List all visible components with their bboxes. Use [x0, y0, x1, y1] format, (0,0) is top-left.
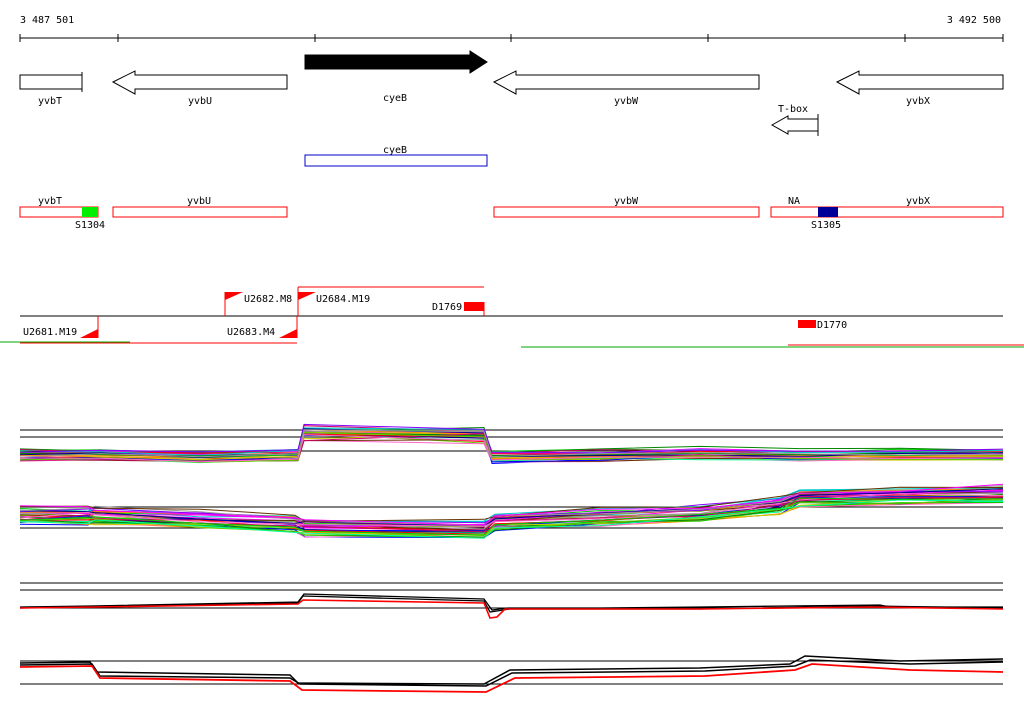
red-feature-NA-yvbX-box[interactable]	[770, 206, 1004, 218]
gene-yvbT-label: yvbT	[38, 96, 62, 107]
panel-3-red-line	[19, 599, 1004, 619]
gene-cyeB-label: cyeB	[383, 93, 407, 104]
site-s1304-label: S1304	[75, 220, 105, 231]
u2681-flag[interactable]	[80, 329, 98, 338]
gene-cyeB-arrow[interactable]	[304, 50, 488, 74]
gene-yvbU-label: yvbU	[188, 96, 212, 107]
u2682-label: U2682.M8	[244, 294, 292, 305]
expression-panel-3	[19, 582, 1004, 619]
panel-2-profile-line-27	[19, 499, 1004, 536]
panel-2-profile-line-30	[19, 486, 1004, 522]
gene-track: yvbT yvbU cyeB yvbW yvbX T-box	[19, 50, 1004, 136]
panel-1-profile-line-28	[19, 429, 1004, 458]
u2681-label: U2681.M19	[23, 327, 77, 338]
red-feature-NA-label: NA	[788, 196, 800, 207]
panel-2-profile-line-31	[19, 499, 1004, 539]
red-feature-yvbT-label: yvbT	[38, 196, 62, 207]
gene-yvbT-arrow[interactable]	[19, 72, 83, 92]
red-feature-yvbU-label: yvbU	[187, 196, 211, 207]
panel-2-profile-line-2	[19, 500, 1004, 539]
red-feature-track: yvbT S1304 yvbU yvbW NA yvbX S1305	[19, 196, 1004, 231]
gene-yvbU-arrow[interactable]	[111, 70, 288, 95]
site-s1305-marker[interactable]	[818, 207, 838, 217]
panel-1-profile-line-4	[19, 427, 1004, 455]
d1770-label: D1770	[817, 320, 847, 331]
red-feature-yvbX-label: yvbX	[906, 196, 930, 207]
tbox-label: T-box	[778, 104, 808, 115]
u2683-flag[interactable]	[279, 329, 297, 338]
expression-panel-2	[19, 483, 1004, 539]
panel-4-black-line-b	[19, 659, 1004, 687]
ruler-start-label: 3 487 501	[20, 15, 74, 26]
gene-yvbX-label: yvbX	[906, 96, 930, 107]
panel-2-profile-line-29	[19, 493, 1004, 527]
d1769-label: D1769	[432, 302, 462, 313]
blue-feature-track: cyeB	[304, 145, 488, 167]
u2684-flag[interactable]	[298, 292, 316, 300]
gene-yvbW-label: yvbW	[614, 96, 639, 107]
transcript-track: U2682.M8 U2684.M19 D1769 U2681.M19 U2683…	[0, 286, 1024, 348]
panel-2-profile-line-26	[19, 496, 1004, 533]
gene-yvbW-arrow[interactable]	[492, 70, 760, 95]
blue-feature-box[interactable]	[304, 154, 488, 167]
coordinate-ruler: 3 487 501 3 492 500	[19, 15, 1004, 42]
panel-1-profile-line-23	[19, 423, 1004, 454]
blue-feature-label: cyeB	[383, 145, 407, 156]
panel-2-profile-line-33	[19, 497, 1004, 536]
panel-1-profile-line-29	[19, 434, 1004, 463]
gene-yvbX-arrow[interactable]	[835, 70, 1004, 95]
d1770-block[interactable]	[798, 320, 816, 328]
panel-2-profile-line-32	[19, 483, 1004, 526]
site-s1305-label: S1305	[811, 220, 841, 231]
panel-2-profile-line-25	[19, 488, 1004, 527]
u2684-label: U2684.M19	[316, 294, 370, 305]
u2683-label: U2683.M4	[227, 327, 275, 338]
panel-1-profile-line-1	[19, 428, 1004, 455]
red-feature-yvbU-box[interactable]	[112, 206, 288, 218]
site-s1304-marker[interactable]	[82, 207, 98, 217]
ruler-end-label: 3 492 500	[947, 15, 1001, 26]
expression-panel-1	[19, 423, 1004, 465]
panel-4-red-line	[19, 663, 1004, 693]
panel-2-profile-lines	[19, 483, 1004, 539]
expression-panel-4	[19, 655, 1004, 693]
panel-1-profile-line-8	[19, 426, 1004, 455]
panel-3-black-line-a	[19, 593, 1003, 611]
red-feature-yvbW-box[interactable]	[493, 206, 760, 218]
d1769-block[interactable]	[464, 302, 484, 311]
ruler-ticks	[19, 34, 1004, 42]
red-feature-yvbW-label: yvbW	[614, 196, 639, 207]
panel-1-profile-lines	[19, 423, 1004, 465]
u2682-flag[interactable]	[225, 292, 243, 300]
tbox-arrow[interactable]	[770, 115, 819, 135]
